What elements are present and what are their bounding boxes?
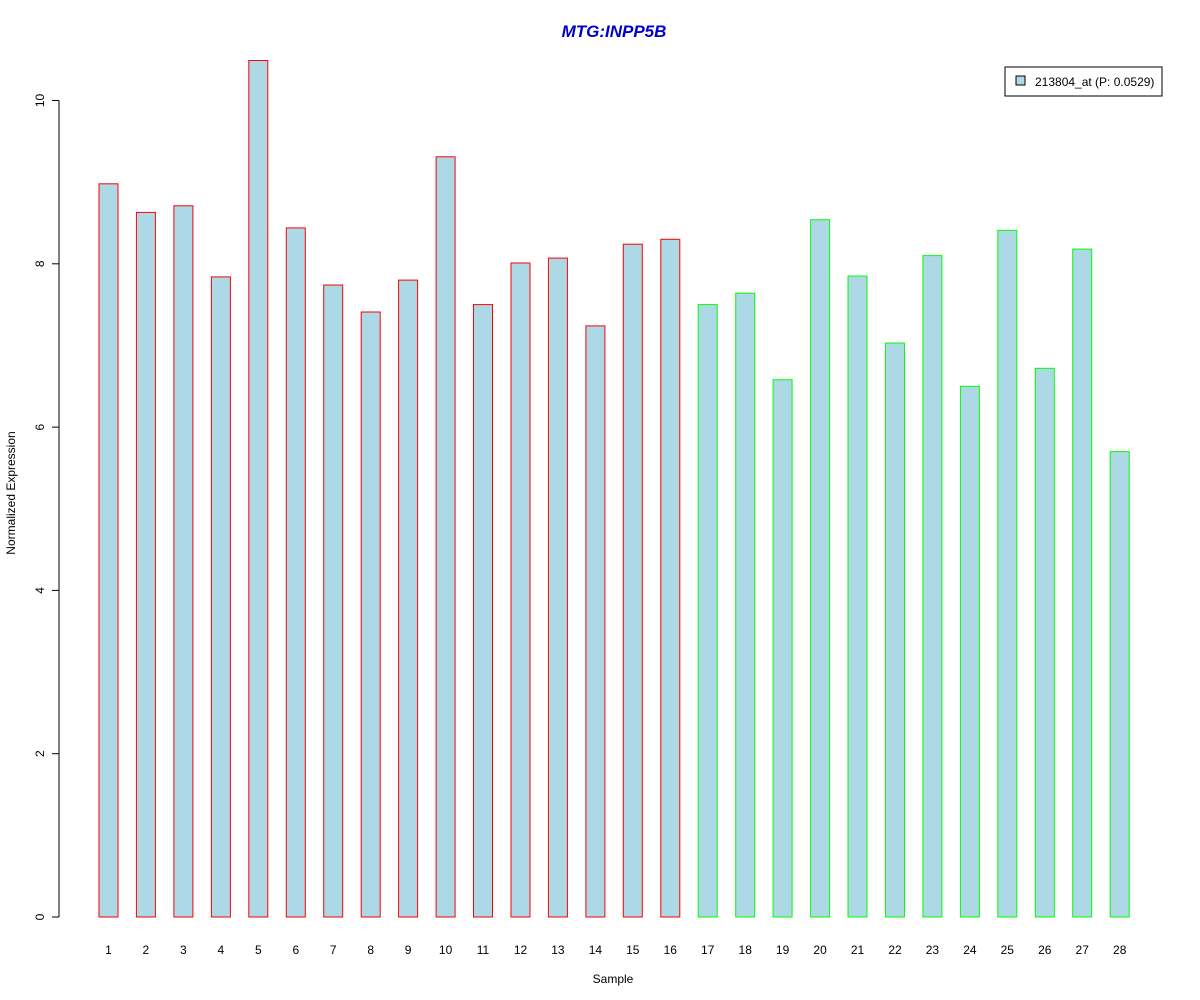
x-tick-label: 10	[439, 943, 453, 957]
bar-sample-2	[135, 211, 156, 918]
y-tick-label: 6	[33, 423, 47, 430]
bar-sample-3	[173, 205, 194, 918]
x-tick-label: 6	[292, 943, 299, 957]
x-tick-label: 24	[963, 943, 977, 957]
legend-label: 213804_at (P: 0.0529)	[1035, 75, 1154, 89]
y-axis: 0 2 4 6 8 10	[33, 94, 60, 920]
bars-group	[98, 60, 1130, 918]
x-tick-label: 11	[477, 943, 490, 957]
x-tick-label: 27	[1076, 943, 1090, 957]
bar-sample-14	[585, 325, 606, 918]
x-tick-label: 3	[180, 943, 187, 957]
x-tick-label: 23	[926, 943, 940, 957]
y-axis-title: Normalized Expression	[4, 431, 18, 554]
legend-swatch	[1015, 75, 1026, 86]
legend-box	[1004, 66, 1163, 97]
x-tick-labels: 1 2 3 4 5 6 7 8 9 10 11 12 13 14 15 16 17 18 19 20 21 22 23 24 2…	[105, 943, 1127, 957]
x-tick-label: 14	[589, 943, 603, 957]
bar-sample-12	[510, 262, 531, 918]
legend: 213804_at (P: 0.0529)	[1004, 66, 1163, 97]
y-tick-label: 4	[33, 587, 47, 594]
bar-sample-21	[847, 275, 868, 918]
x-tick-label: 26	[1038, 943, 1052, 957]
bar-sample-22	[885, 342, 905, 918]
bar-sample-23	[922, 255, 943, 918]
bar-sample-4	[210, 276, 231, 918]
bar-sample-27	[1072, 248, 1093, 918]
x-tick-label: 20	[813, 943, 827, 957]
bar-sample-25	[997, 229, 1018, 918]
bar-sample-13	[547, 257, 568, 918]
bar-sample-6	[285, 227, 306, 918]
chart-title: MTG:INPP5B	[562, 22, 667, 41]
x-tick-label: 8	[367, 943, 374, 957]
bar-sample-24	[959, 385, 980, 918]
x-tick-label: 15	[626, 943, 640, 957]
bar-sample-26	[1034, 367, 1055, 918]
x-tick-label: 13	[551, 943, 565, 957]
bar-sample-16	[660, 238, 681, 918]
x-tick-label: 5	[255, 943, 262, 957]
bar-sample-5	[248, 60, 269, 918]
y-tick-label: 0	[33, 913, 47, 920]
bar-sample-10	[435, 156, 456, 918]
x-tick-label: 18	[739, 943, 753, 957]
bar-sample-18	[735, 292, 756, 918]
y-tick-label: 10	[33, 94, 47, 108]
x-axis-title: Sample	[593, 972, 634, 986]
bar-sample-8	[360, 311, 381, 918]
x-tick-label: 7	[330, 943, 337, 957]
x-tick-label: 28	[1113, 943, 1127, 957]
x-tick-label: 1	[105, 943, 112, 957]
x-tick-label: 22	[888, 943, 902, 957]
bar-sample-15	[622, 243, 643, 918]
y-tick-label: 8	[33, 260, 47, 267]
x-tick-label: 21	[851, 943, 865, 957]
bar-sample-11	[473, 304, 493, 918]
x-tick-label: 25	[1001, 943, 1015, 957]
x-tick-label: 4	[218, 943, 225, 957]
x-tick-label: 16	[664, 943, 678, 957]
x-tick-label: 17	[701, 943, 715, 957]
bar-sample-1	[98, 183, 119, 918]
bar-sample-28	[1109, 451, 1130, 918]
bar-sample-7	[323, 284, 344, 918]
x-tick-label: 12	[514, 943, 528, 957]
x-tick-label: 2	[143, 943, 150, 957]
x-tick-label: 19	[776, 943, 790, 957]
bar-sample-17	[697, 304, 718, 918]
x-tick-label: 9	[405, 943, 412, 957]
y-tick-label: 2	[33, 750, 47, 757]
bar-sample-9	[398, 279, 419, 918]
bar-sample-20	[810, 219, 831, 918]
bar-sample-19	[772, 379, 793, 918]
